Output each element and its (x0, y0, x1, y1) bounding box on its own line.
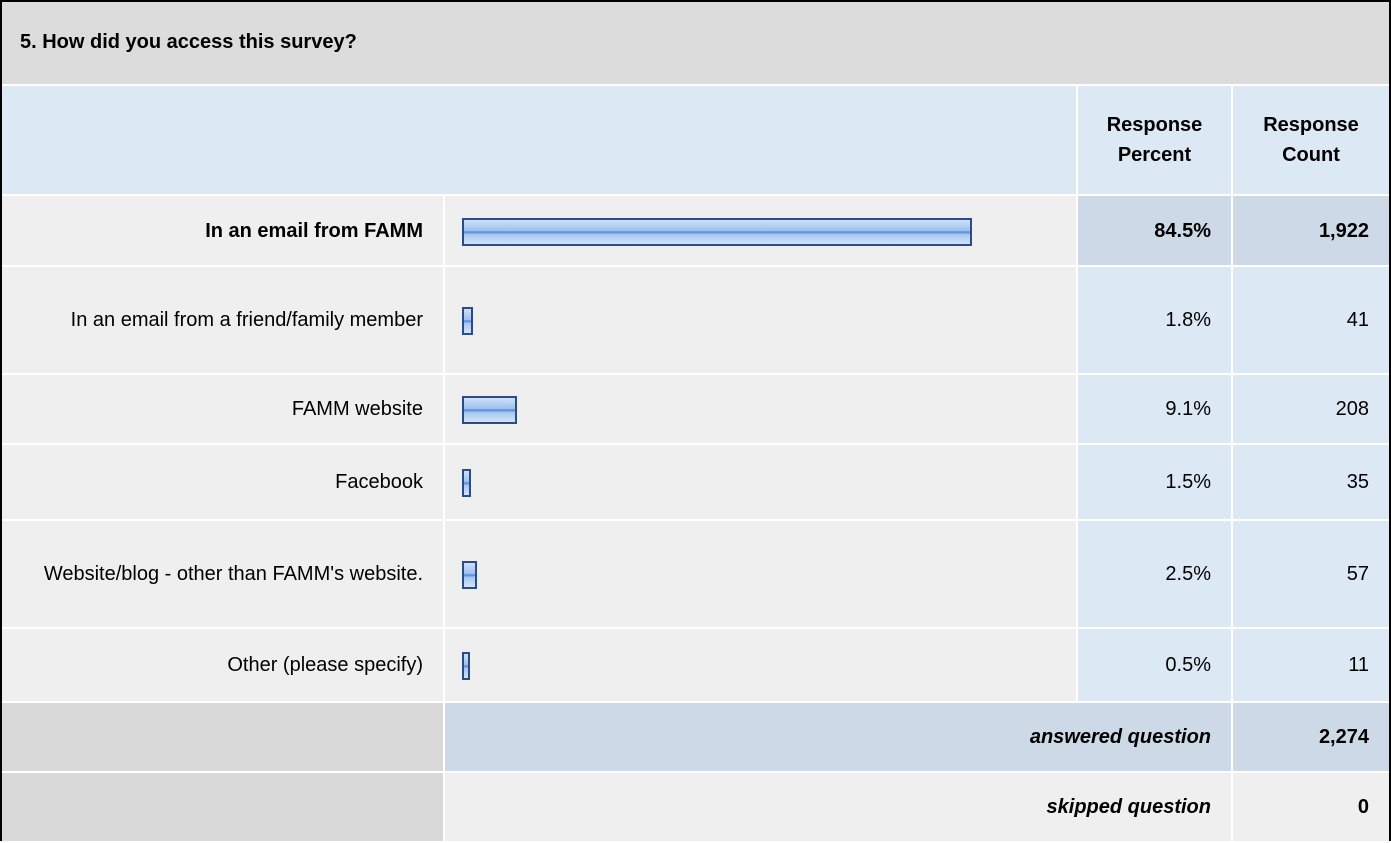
percent-cell: 1.8% (1078, 267, 1233, 375)
bar (462, 307, 473, 335)
bar-cell (445, 521, 1078, 629)
percent-cell: 9.1% (1078, 375, 1233, 445)
count-cell: 35 (1233, 445, 1391, 521)
summary-count: 2,274 (1233, 703, 1391, 773)
row-label: Website/blog - other than FAMM's website… (0, 521, 445, 629)
summary-label: answered question (445, 703, 1233, 773)
bar (462, 652, 470, 680)
summary-count: 0 (1233, 773, 1391, 843)
percent-cell: 2.5% (1078, 521, 1233, 629)
row-label: FAMM website (0, 375, 445, 445)
percent-cell: 0.5% (1078, 629, 1233, 703)
bar (462, 396, 517, 424)
count-cell: 1,922 (1233, 196, 1391, 267)
row-label: Facebook (0, 445, 445, 521)
percent-cell: 1.5% (1078, 445, 1233, 521)
question-title: 5. How did you access this survey? (0, 0, 1391, 86)
bar (462, 217, 972, 246)
count-cell: 11 (1233, 629, 1391, 703)
row-label: Other (please specify) (0, 629, 445, 703)
bar-cell (445, 445, 1078, 521)
header-blank (0, 86, 1078, 196)
summary-blank (0, 773, 445, 843)
percent-cell: 84.5% (1078, 196, 1233, 267)
bar-cell (445, 375, 1078, 445)
count-cell: 57 (1233, 521, 1391, 629)
row-label: In an email from FAMM (0, 196, 445, 267)
bar-cell (445, 629, 1078, 703)
count-cell: 208 (1233, 375, 1391, 445)
column-header: Response Percent (1078, 86, 1233, 196)
bar (462, 469, 472, 497)
summary-blank (0, 703, 445, 773)
bar-cell (445, 267, 1078, 375)
count-cell: 41 (1233, 267, 1391, 375)
bar (462, 561, 478, 589)
summary-label: skipped question (445, 773, 1233, 843)
row-label: In an email from a friend/family member (0, 267, 445, 375)
column-header: Response Count (1233, 86, 1391, 196)
